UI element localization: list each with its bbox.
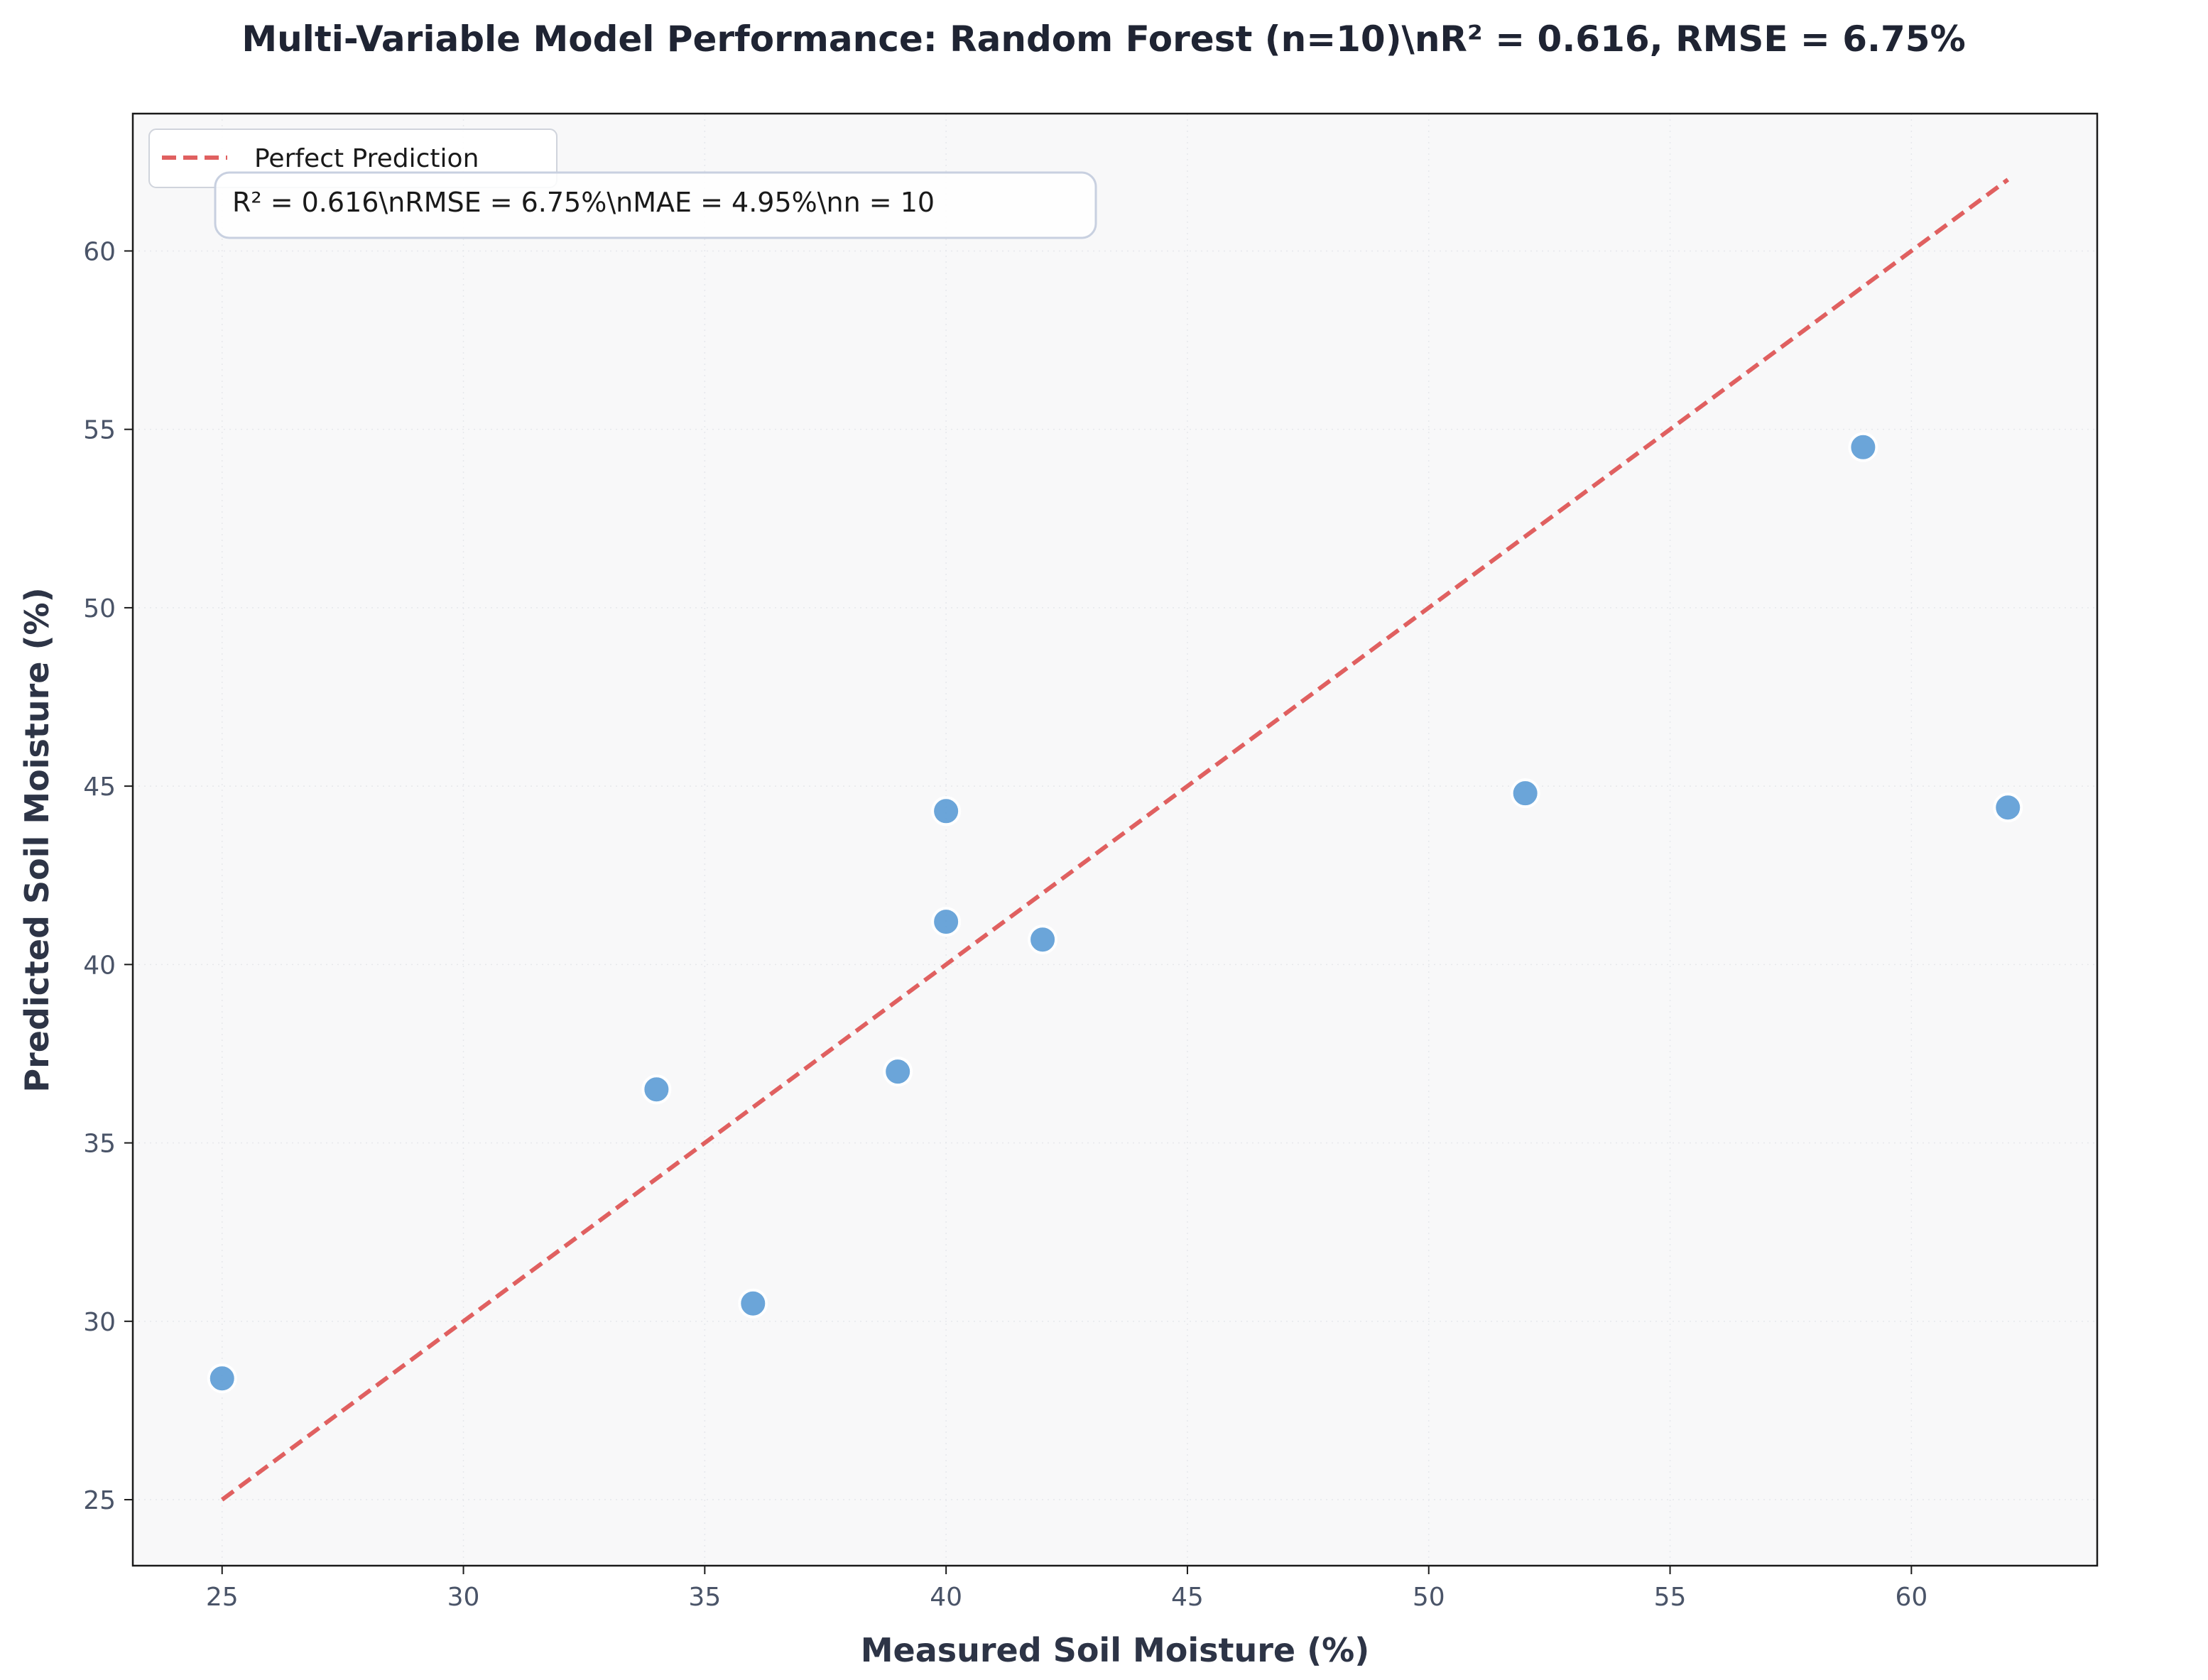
plot-frame [131, 112, 2099, 1567]
scatter-point [738, 1288, 768, 1319]
stats-box [214, 171, 1097, 239]
y-tick-label: 50 [83, 594, 116, 623]
y-axis-label: Predicted Soil Moisture (%) [18, 587, 56, 1092]
scatter-point [1848, 432, 1878, 462]
y-tick-label: 55 [83, 416, 116, 445]
stats-text: R² = 0.616\nRMSE = 6.75%\nMAE = 4.95%\nn… [232, 187, 935, 218]
scatter-points [207, 432, 2023, 1394]
chart-title: Multi-Variable Model Performance: Random… [241, 18, 1965, 60]
legend-label-perfect-prediction: Perfect Prediction [254, 144, 479, 173]
scatter-point [1510, 778, 1540, 809]
scatter-point [931, 907, 962, 937]
scatter-point [931, 796, 962, 827]
stats-annotation: R² = 0.616\nRMSE = 6.75%\nMAE = 4.95%\nn… [214, 171, 1097, 239]
scatter-point [883, 1057, 913, 1087]
scatter-point [207, 1363, 237, 1394]
y-tick-label: 45 [83, 773, 116, 802]
x-tick-label: 25 [206, 1583, 239, 1612]
diagonal-line-layer [220, 178, 2010, 1502]
y-axis-ticks: 25 30 35 40 45 50 55 60 [83, 237, 133, 1515]
x-tick-label: 55 [1654, 1583, 1687, 1612]
y-tick-label: 35 [83, 1130, 116, 1159]
y-tick-label: 60 [83, 237, 116, 266]
y-tick-label: 25 [83, 1486, 116, 1515]
x-tick-label: 45 [1171, 1583, 1204, 1612]
x-axis-ticks: 25 30 35 40 45 50 55 60 [206, 1566, 1927, 1612]
y-tick-label: 40 [83, 951, 116, 980]
scatter-point [1993, 792, 2023, 823]
perfect-prediction-line [220, 178, 2010, 1502]
scatter-point [1028, 924, 1058, 955]
y-tick-label: 30 [83, 1308, 116, 1337]
x-axis-label: Measured Soil Moisture (%) [861, 1631, 1370, 1669]
x-tick-label: 60 [1895, 1583, 1927, 1612]
x-tick-label: 50 [1413, 1583, 1445, 1612]
x-tick-label: 40 [930, 1583, 962, 1612]
gridlines [133, 114, 2097, 1566]
x-tick-label: 30 [447, 1583, 480, 1612]
scatter-point [641, 1074, 672, 1105]
x-tick-label: 35 [688, 1583, 721, 1612]
